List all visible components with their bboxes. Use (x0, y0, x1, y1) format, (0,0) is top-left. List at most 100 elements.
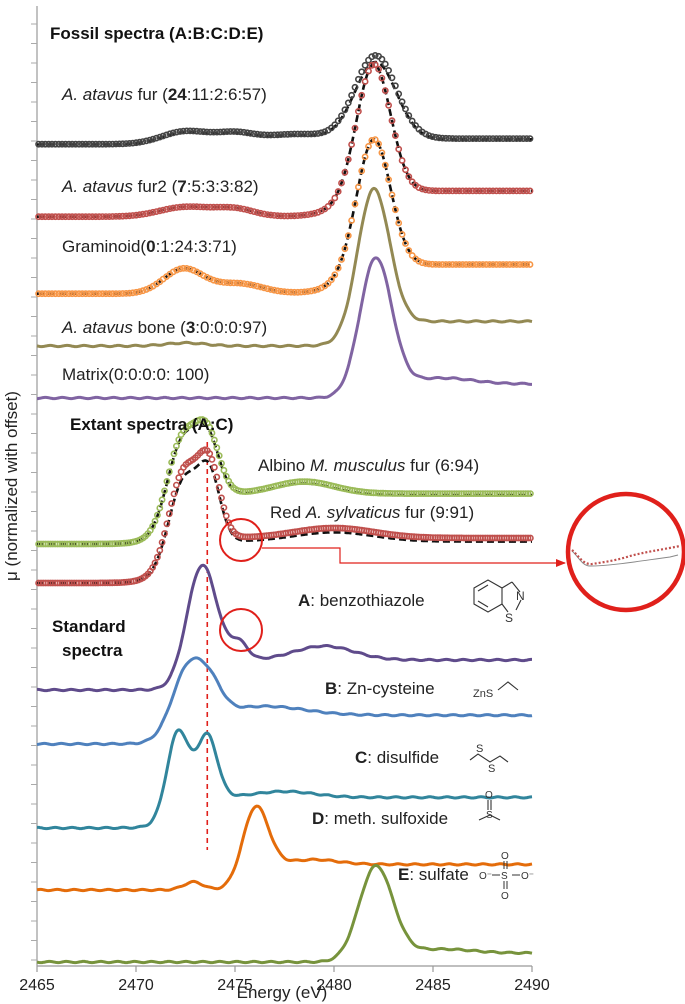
data-point (519, 261, 527, 268)
data-point (297, 211, 305, 219)
data-point (82, 290, 90, 298)
data-point (432, 133, 440, 141)
data-point (186, 127, 194, 135)
data-point (371, 52, 379, 59)
data-point (75, 213, 83, 221)
data-point (452, 187, 460, 195)
data-point (109, 213, 116, 220)
data-point (402, 105, 409, 113)
data-point (294, 288, 302, 296)
data-point (274, 131, 281, 139)
data-point (516, 261, 524, 268)
data-point (402, 166, 409, 174)
data-point (166, 130, 174, 138)
data-point (442, 187, 450, 195)
data-point (472, 135, 480, 142)
data-point (361, 78, 369, 85)
data-point (41, 213, 49, 221)
data-point (290, 130, 298, 138)
label-standard-a: A: benzothiazole (298, 591, 425, 610)
data-point (280, 212, 288, 220)
data-point (142, 137, 150, 145)
data-point (156, 504, 164, 512)
data-point (186, 203, 194, 210)
data-point (172, 442, 180, 450)
data-point (314, 130, 322, 137)
data-point (287, 288, 295, 296)
data-point (524, 490, 532, 497)
data-point (284, 212, 292, 220)
data-point (55, 290, 63, 298)
y-axis-label: μ (normalized with offset) (2, 391, 21, 581)
data-point (72, 140, 79, 148)
data-point (163, 205, 170, 213)
zns-label: ZnS (473, 688, 493, 700)
data-point (388, 191, 396, 199)
data-point (257, 209, 265, 217)
data-point (173, 204, 180, 211)
label-atavus-fur: A. atavus fur (24:11:2:6:57) (61, 85, 267, 104)
data-point (116, 140, 123, 148)
data-point (116, 290, 123, 297)
data-point (445, 134, 453, 142)
data-point (398, 230, 406, 238)
data-point (237, 205, 244, 212)
data-point (163, 131, 170, 139)
data-point (203, 203, 211, 211)
data-point (459, 135, 467, 142)
label-graminoid: Graminoid(0:1:24:3:71) (62, 237, 237, 256)
data-point (176, 128, 184, 135)
series-line-std_e (36, 863, 533, 965)
data-point (35, 290, 42, 298)
data-point (165, 468, 173, 476)
data-point (257, 131, 265, 138)
data-point (193, 203, 201, 211)
data-point (136, 138, 143, 146)
data-point (58, 290, 66, 298)
data-point (129, 139, 137, 147)
data-point (526, 261, 534, 268)
data-point (176, 203, 184, 211)
data-point (391, 206, 399, 214)
data-point (439, 187, 446, 195)
data-point (45, 140, 53, 148)
data-point (186, 265, 194, 273)
data-point (62, 213, 69, 221)
data-point (166, 205, 174, 212)
data-point (206, 275, 214, 283)
data-point (170, 450, 178, 458)
data-point (351, 200, 359, 208)
data-point (132, 211, 140, 219)
data-point (210, 128, 217, 136)
data-point (391, 132, 399, 139)
data-point (35, 213, 42, 221)
x-axis-label: Energy (eV) (237, 983, 328, 1002)
x-tick-label: 2485 (415, 977, 451, 994)
data-point (213, 473, 221, 481)
data-point (260, 131, 268, 139)
data-point (99, 290, 106, 298)
data-point (58, 140, 66, 148)
data-point (38, 140, 46, 148)
data-point (361, 153, 369, 161)
data-point (65, 290, 73, 298)
data-point (428, 187, 436, 194)
data-point (378, 149, 386, 157)
data-point (284, 288, 292, 296)
data-point (331, 271, 339, 279)
data-point (149, 135, 157, 143)
data-point (55, 140, 63, 148)
zoom-connector-arrowhead (556, 559, 566, 567)
data-point (200, 203, 207, 211)
data-point (371, 136, 379, 143)
data-point (220, 466, 228, 474)
data-point (422, 130, 430, 138)
data-point (358, 91, 366, 99)
data-point (365, 67, 372, 75)
data-point (75, 140, 83, 148)
data-point (136, 288, 143, 295)
data-point (358, 167, 366, 175)
data-point (331, 121, 339, 129)
data-point (519, 187, 527, 195)
data-point (290, 212, 298, 220)
